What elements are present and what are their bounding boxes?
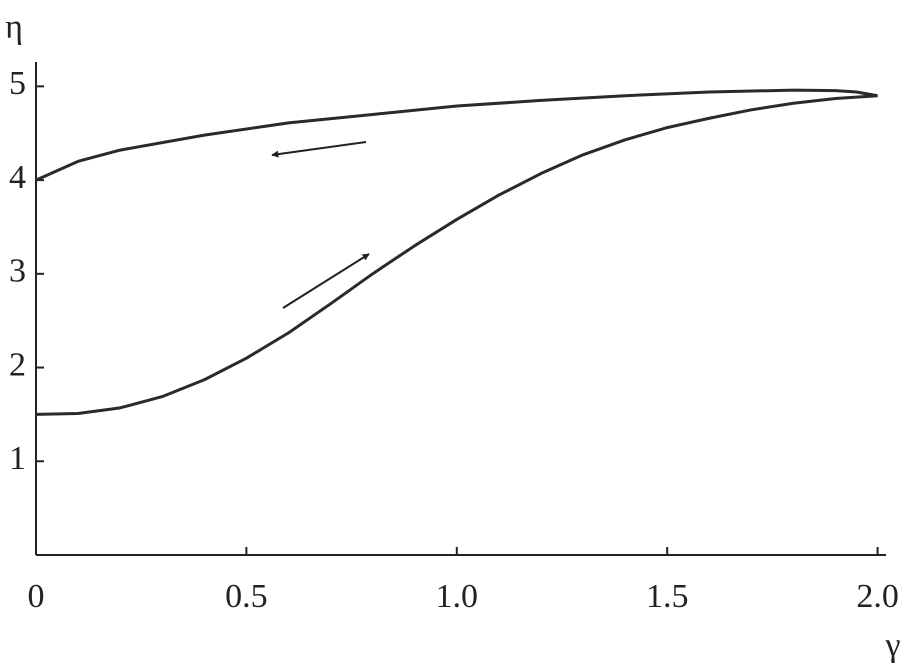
x-tick-label: 1.0 (436, 578, 479, 615)
curve (35, 88, 878, 182)
arrow (271, 141, 367, 158)
x-axis-label: γ (884, 627, 900, 664)
y-tick-label: 4 (9, 159, 26, 196)
y-tick-label: 2 (9, 346, 26, 383)
y-axis-label: η (5, 9, 23, 46)
x-tick-label: 1.5 (646, 578, 689, 615)
y-tick-label: 1 (9, 440, 26, 477)
x-tick-label: 2.0 (856, 578, 899, 615)
y-tick-label: 5 (9, 65, 26, 102)
x-tick-label: 0.5 (225, 578, 268, 615)
curve (35, 94, 878, 416)
y-tick-label: 3 (9, 253, 26, 290)
arrow (282, 253, 370, 309)
x-tick-label: 0 (28, 578, 45, 615)
